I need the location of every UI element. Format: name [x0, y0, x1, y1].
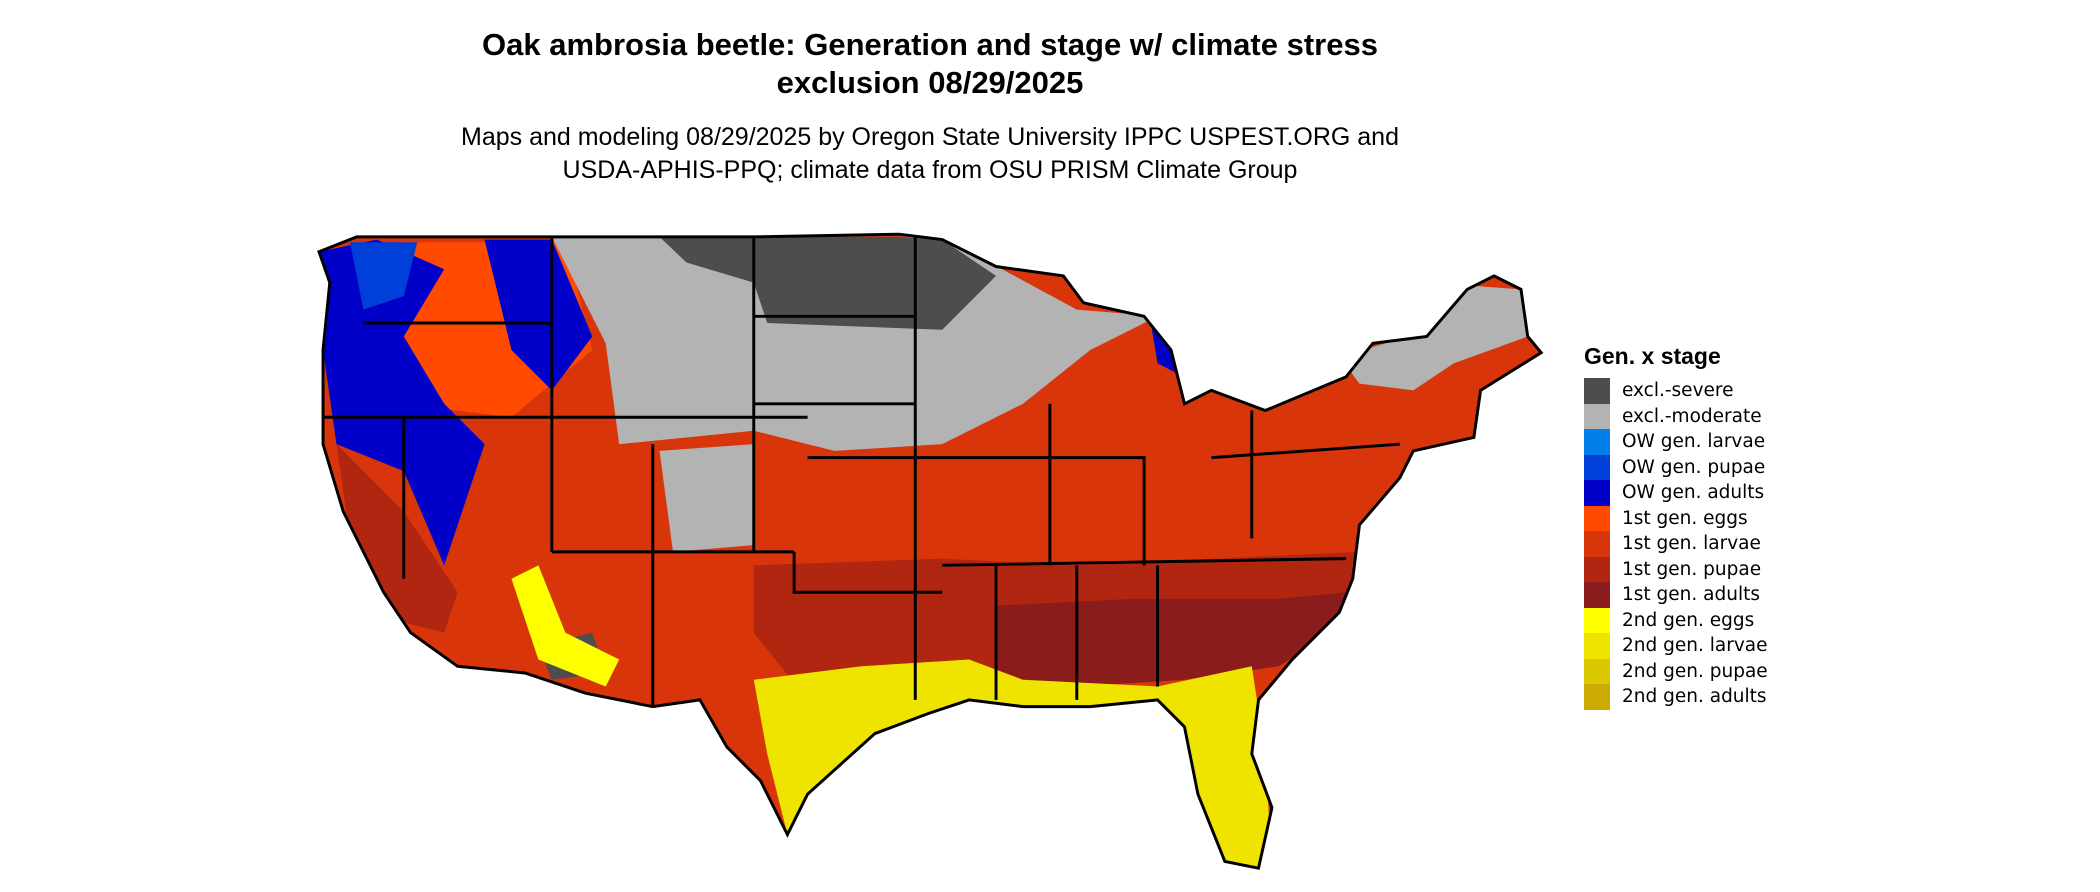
legend-swatch — [1584, 684, 1610, 710]
legend-label: excl.-moderate — [1622, 405, 1762, 427]
map-subtitle: Maps and modeling 08/29/2025 by Oregon S… — [0, 121, 1860, 187]
legend-item: OW gen. larvae — [1584, 429, 1768, 455]
legend-item: 1st gen. larvae — [1584, 531, 1768, 557]
region-excl-moderate-ne — [1339, 285, 1528, 391]
legend-swatch — [1584, 505, 1610, 531]
legend-item: OW gen. adults — [1584, 480, 1768, 506]
legend-swatch — [1584, 607, 1610, 633]
legend-title: Gen. x stage — [1584, 343, 1721, 369]
legend-label: OW gen. larvae — [1622, 431, 1766, 453]
legend-items: excl.-severe excl.-moderate OW gen. larvae… — [1584, 378, 1768, 710]
legend-label: 1st gen. pupae — [1622, 558, 1762, 580]
legend-swatch — [1584, 403, 1610, 429]
legend-label: excl.-severe — [1622, 380, 1734, 402]
legend-item: 1st gen. pupae — [1584, 556, 1768, 582]
subtitle-line-1: Maps and modeling 08/29/2025 by Oregon S… — [461, 123, 1399, 151]
legend-item: 1st gen. eggs — [1584, 505, 1768, 531]
legend-item: excl.-moderate — [1584, 403, 1768, 429]
legend-swatch — [1584, 658, 1610, 684]
legend-swatch — [1584, 582, 1610, 608]
legend-label: 1st gen. eggs — [1622, 507, 1748, 529]
legend-item: 2nd gen. eggs — [1584, 607, 1768, 633]
legend-label: OW gen. adults — [1622, 482, 1765, 504]
legend-swatch — [1584, 454, 1610, 480]
legend-item: 2nd gen. pupae — [1584, 658, 1768, 684]
legend-label: 2nd gen. pupae — [1622, 660, 1768, 682]
legend-label: 2nd gen. adults — [1622, 686, 1767, 708]
legend-swatch — [1584, 556, 1610, 582]
subtitle-line-2: USDA-APHIS-PPQ; climate data from OSU PR… — [562, 156, 1298, 184]
legend-label: 2nd gen. eggs — [1622, 609, 1755, 631]
title-line-1: Oak ambrosia beetle: Generation and stag… — [482, 27, 1378, 62]
region-2nd-gen-eggs-sw — [511, 565, 620, 687]
legend-label: 1st gen. larvae — [1622, 533, 1761, 555]
map-title: Oak ambrosia beetle: Generation and stag… — [0, 26, 1860, 102]
legend-swatch — [1584, 480, 1610, 506]
region-1st-gen-pupae-west — [336, 444, 458, 633]
legend-label: 1st gen. adults — [1622, 584, 1760, 606]
legend-label: OW gen. pupae — [1622, 456, 1766, 478]
title-line-2: exclusion 08/29/2025 — [776, 65, 1084, 100]
region-excl-moderate-co — [659, 444, 754, 552]
region-ow-adults — [319, 239, 485, 566]
legend-swatch — [1584, 378, 1610, 404]
region-ow-pupae — [349, 242, 418, 310]
legend-item: 2nd gen. adults — [1584, 684, 1768, 710]
legend-item: 2nd gen. larvae — [1584, 633, 1768, 659]
legend-swatch — [1584, 429, 1610, 455]
region-excl-severe — [659, 236, 997, 330]
legend-item: 1st gen. adults — [1584, 582, 1768, 608]
region-excl-moderate — [551, 236, 1158, 451]
legend: Gen. x stage excl.-severe excl.-moderate O… — [1584, 343, 1768, 710]
region-2nd-gen-larvae — [753, 659, 1272, 869]
region-1st-gen-adults — [996, 592, 1346, 687]
legend-label: 2nd gen. larvae — [1622, 635, 1768, 657]
legend-swatch — [1584, 531, 1610, 557]
legend-item: excl.-severe — [1584, 378, 1768, 404]
legend-item: OW gen. pupae — [1584, 454, 1768, 480]
state-borders — [317, 232, 1543, 870]
legend-swatch — [1584, 633, 1610, 659]
region-ow-adults-mt — [484, 239, 593, 391]
